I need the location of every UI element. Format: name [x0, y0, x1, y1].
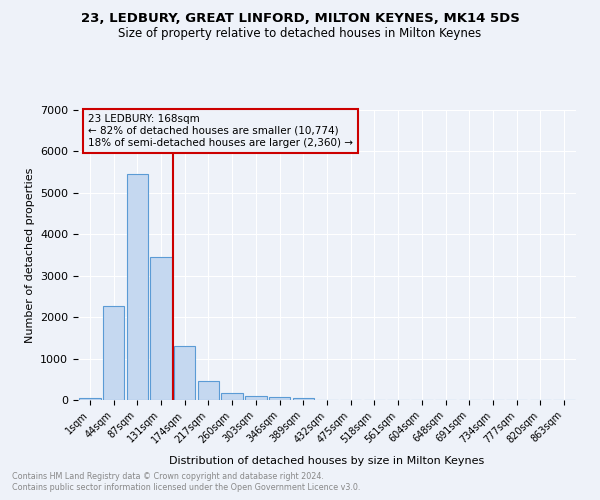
Bar [293, 398, 314, 400]
Y-axis label: Number of detached properties: Number of detached properties [25, 168, 35, 342]
Bar [269, 397, 290, 400]
Bar [198, 382, 219, 400]
Bar [127, 174, 148, 400]
Bar [245, 396, 266, 400]
Bar [174, 346, 196, 400]
Text: Size of property relative to detached houses in Milton Keynes: Size of property relative to detached ho… [118, 28, 482, 40]
Bar [79, 398, 101, 400]
Text: Contains HM Land Registry data © Crown copyright and database right 2024.: Contains HM Land Registry data © Crown c… [12, 472, 324, 481]
Bar [151, 257, 172, 400]
X-axis label: Distribution of detached houses by size in Milton Keynes: Distribution of detached houses by size … [169, 456, 485, 466]
Bar [103, 306, 124, 400]
Bar [221, 393, 243, 400]
Text: 23 LEDBURY: 168sqm
← 82% of detached houses are smaller (10,774)
18% of semi-det: 23 LEDBURY: 168sqm ← 82% of detached hou… [88, 114, 353, 148]
Text: 23, LEDBURY, GREAT LINFORD, MILTON KEYNES, MK14 5DS: 23, LEDBURY, GREAT LINFORD, MILTON KEYNE… [80, 12, 520, 26]
Text: Contains public sector information licensed under the Open Government Licence v3: Contains public sector information licen… [12, 484, 361, 492]
